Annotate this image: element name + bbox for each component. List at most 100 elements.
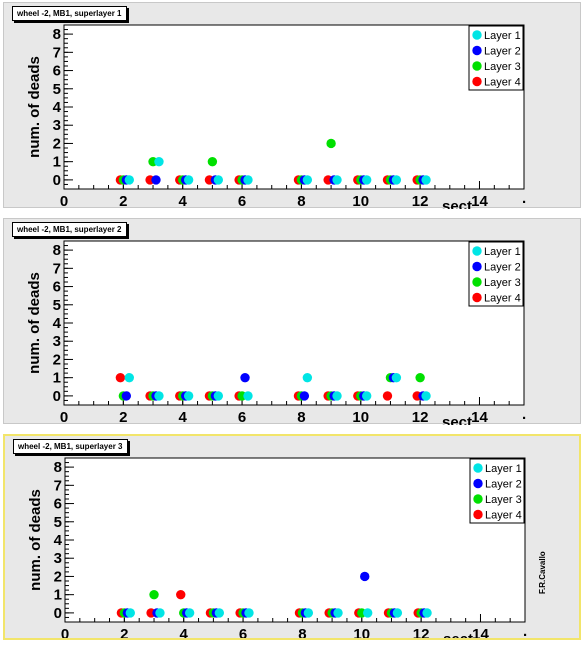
data-point-layer-1 bbox=[214, 608, 225, 618]
legend-entry: Layer 4 bbox=[484, 77, 521, 89]
superlayer-1-panel: 0 1 2 3 4 5 6 7 8 0 2 4 6 8 10 12 14 sect num. of deads. La… bbox=[3, 2, 581, 209]
legend-entry: Layer 1 bbox=[484, 246, 521, 258]
legend-marker bbox=[472, 246, 482, 256]
data-point-layer-1 bbox=[421, 391, 431, 401]
x-tick-label: 0 bbox=[61, 626, 69, 638]
data-point-layer-3 bbox=[326, 138, 336, 149]
x-axis-extra-label: . bbox=[523, 623, 527, 638]
x-tick-label: 12 bbox=[413, 626, 430, 638]
x-tick-label: 12 bbox=[412, 409, 429, 425]
data-point-layer-2 bbox=[151, 175, 161, 185]
data-point-layer-2 bbox=[360, 571, 370, 582]
data-point-layer-1 bbox=[392, 608, 403, 618]
data-point-layer-1 bbox=[302, 175, 313, 185]
legend-marker bbox=[473, 494, 483, 504]
legend-marker bbox=[472, 61, 482, 71]
superlayer-2-panel: 0 1 2 3 4 5 6 7 8 0 2 4 6 8 10 12 14 sect num. of deads. La… bbox=[3, 218, 581, 425]
legend-marker bbox=[473, 463, 483, 473]
y-tick-label: 1 bbox=[53, 370, 61, 387]
x-tick-label: 14 bbox=[471, 193, 488, 209]
legend-entry: Layer 4 bbox=[484, 293, 521, 305]
y-tick-label: 4 bbox=[53, 99, 62, 116]
y-axis-title: num. of deads bbox=[27, 489, 44, 591]
data-point-layer-1 bbox=[391, 175, 402, 185]
y-tick-label: 4 bbox=[54, 532, 63, 549]
legend-entry: Layer 2 bbox=[484, 46, 521, 58]
x-tick-label: 6 bbox=[238, 409, 246, 425]
data-point-layer-2 bbox=[299, 391, 310, 401]
data-point-layer-1 bbox=[243, 175, 253, 185]
panel-title: wheel -2, MB1, superlayer 1 bbox=[12, 6, 127, 21]
y-tick-label: 8 bbox=[53, 26, 61, 43]
x-tick-label: 8 bbox=[297, 193, 305, 209]
legend-marker bbox=[473, 478, 483, 489]
y-tick-label: 8 bbox=[54, 459, 62, 476]
y-tick-label: 4 bbox=[53, 315, 62, 332]
legend-entry: Layer 3 bbox=[484, 61, 521, 73]
data-point-layer-1 bbox=[213, 175, 224, 185]
data-point-layer-3 bbox=[149, 589, 159, 600]
legend-marker bbox=[472, 292, 482, 303]
x-tick-label: 10 bbox=[352, 193, 369, 209]
plot-frame bbox=[63, 24, 525, 190]
data-point-layer-1 bbox=[213, 391, 224, 401]
y-tick-label: 2 bbox=[54, 568, 62, 585]
legend-marker bbox=[472, 76, 482, 87]
legend-entry: Layer 1 bbox=[485, 463, 522, 475]
data-point-layer-1 bbox=[362, 175, 372, 185]
legend-marker bbox=[472, 261, 482, 272]
data-point-layer-4 bbox=[115, 372, 126, 383]
x-tick-label: 4 bbox=[179, 409, 188, 425]
y-tick-label: 0 bbox=[53, 388, 61, 405]
x-tick-label: 0 bbox=[60, 409, 68, 425]
y-tick-label: 6 bbox=[53, 63, 61, 80]
data-point-layer-4 bbox=[382, 391, 393, 401]
y-tick-label: 8 bbox=[53, 242, 61, 259]
data-point-layer-1 bbox=[303, 608, 314, 618]
data-point-layer-1 bbox=[362, 391, 372, 401]
data-point-layer-4 bbox=[176, 589, 186, 600]
legend-marker bbox=[472, 45, 482, 56]
data-point-layer-1 bbox=[243, 391, 253, 401]
data-point-layer-1 bbox=[333, 608, 343, 618]
plot-frame bbox=[64, 457, 526, 623]
x-tick-label: 14 bbox=[471, 409, 488, 425]
x-tick-label: 8 bbox=[298, 626, 306, 638]
x-tick-label: 4 bbox=[180, 626, 189, 638]
x-tick-label: 2 bbox=[120, 626, 128, 638]
x-tick-label: 8 bbox=[297, 409, 305, 425]
y-tick-label: 6 bbox=[54, 496, 62, 513]
data-point-layer-1 bbox=[125, 608, 135, 618]
data-point-layer-1 bbox=[154, 156, 164, 167]
y-tick-label: 2 bbox=[53, 351, 61, 368]
data-point-layer-1 bbox=[183, 175, 194, 185]
x-tick-label: 6 bbox=[238, 193, 246, 209]
y-tick-label: 1 bbox=[54, 587, 62, 604]
x-axis-extra-label: . bbox=[522, 406, 526, 423]
data-point-layer-1 bbox=[155, 608, 165, 618]
x-axis-extra-label: . bbox=[522, 190, 526, 207]
legend-entry: Layer 3 bbox=[484, 277, 521, 289]
y-tick-label: 3 bbox=[53, 117, 61, 134]
data-point-layer-1 bbox=[183, 391, 194, 401]
y-tick-label: 7 bbox=[53, 260, 61, 277]
legend-entry: Layer 2 bbox=[485, 479, 522, 491]
y-tick-label: 3 bbox=[54, 550, 62, 567]
y-tick-label: 5 bbox=[54, 514, 62, 531]
y-tick-label: 0 bbox=[53, 172, 61, 189]
panel-title: wheel -2, MB1, superlayer 2 bbox=[12, 222, 127, 237]
data-point-layer-1 bbox=[332, 175, 342, 185]
data-point-layer-1 bbox=[154, 391, 164, 401]
data-point-layer-2 bbox=[121, 391, 132, 401]
x-tick-label: 2 bbox=[119, 193, 127, 209]
legend-marker bbox=[473, 509, 483, 520]
y-tick-label: 3 bbox=[53, 333, 61, 350]
y-tick-label: 2 bbox=[53, 135, 61, 152]
y-tick-label: 5 bbox=[53, 81, 61, 98]
data-point-layer-1 bbox=[244, 608, 254, 618]
data-point-layer-1 bbox=[184, 608, 195, 618]
